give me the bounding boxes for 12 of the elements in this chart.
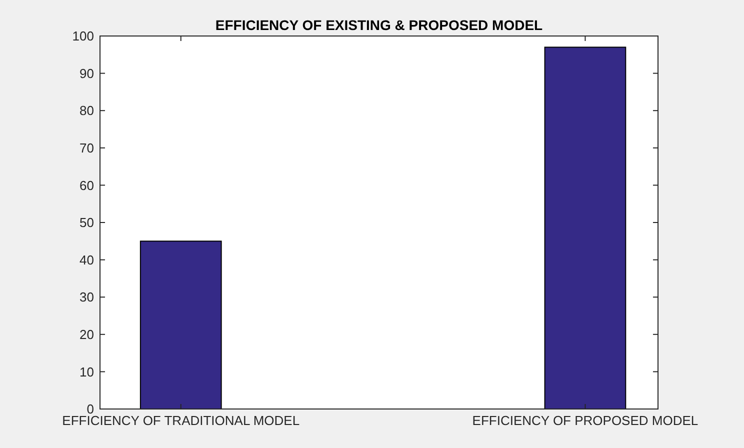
y-tick-label: 30 bbox=[80, 290, 94, 305]
y-tick-label: 10 bbox=[80, 364, 94, 380]
x-tick-label: EFFICIENCY OF PROPOSED MODEL bbox=[472, 413, 698, 428]
y-tick-label: 40 bbox=[80, 252, 94, 268]
y-tick-label: 80 bbox=[80, 103, 94, 118]
y-tick-label: 20 bbox=[80, 326, 94, 342]
y-tick-label: 70 bbox=[80, 140, 94, 156]
chart-title: EFFICIENCY OF EXISTING & PROPOSED MODEL bbox=[215, 17, 544, 33]
y-tick-label: 50 bbox=[80, 215, 94, 230]
y-tick-label: 90 bbox=[80, 66, 94, 81]
y-tick-label: 100 bbox=[72, 28, 94, 44]
y-tick-label: 60 bbox=[80, 178, 94, 193]
